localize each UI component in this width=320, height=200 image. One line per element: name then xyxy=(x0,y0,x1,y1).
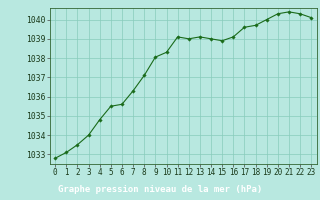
Text: Graphe pression niveau de la mer (hPa): Graphe pression niveau de la mer (hPa) xyxy=(58,185,262,194)
